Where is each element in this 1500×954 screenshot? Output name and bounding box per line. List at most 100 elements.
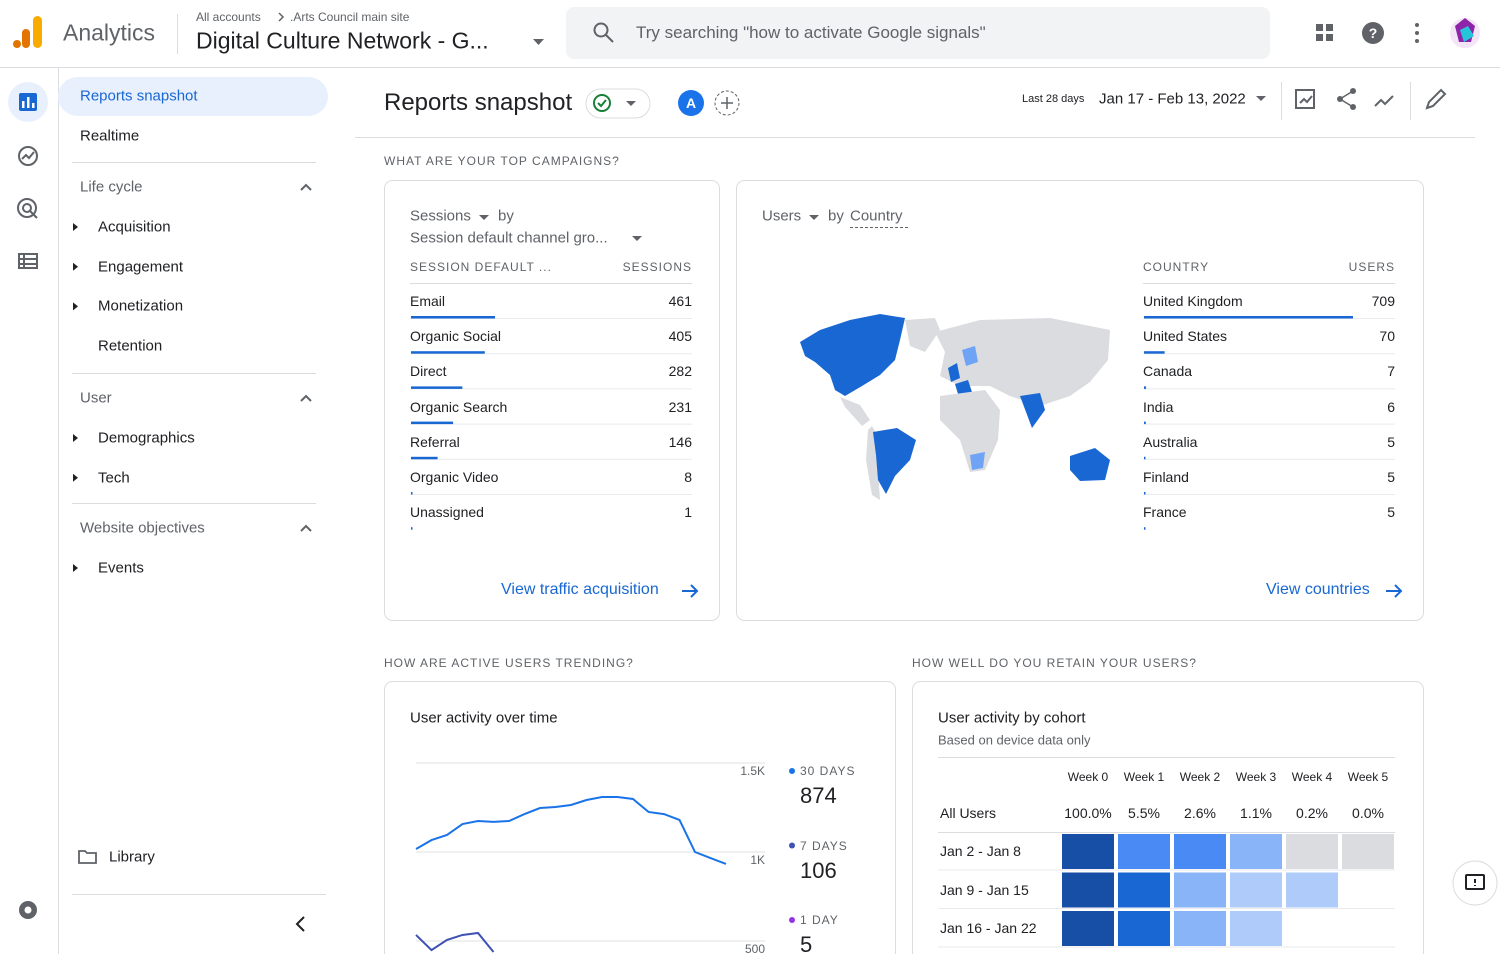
date-range[interactable]: Jan 17 - Feb 13, 2022 — [1099, 90, 1246, 108]
row-label[interactable]: United States — [1143, 328, 1228, 345]
property-name[interactable]: Digital Culture Network - G... — [196, 27, 489, 54]
share-icon[interactable] — [1337, 88, 1356, 110]
card-link[interactable]: View traffic acquisition — [501, 581, 659, 598]
section-heading: WHAT ARE YOUR TOP CAMPAIGNS? — [384, 154, 620, 168]
nav-item[interactable]: Retention — [98, 337, 163, 355]
row-label[interactable]: France — [1143, 504, 1187, 521]
breadcrumb[interactable]: All accounts — [196, 10, 261, 24]
y-tick-label: 1K — [750, 853, 765, 867]
rail-configure-icon[interactable] — [18, 253, 38, 269]
value-bar — [1144, 492, 1146, 495]
row-label[interactable]: India — [1143, 398, 1174, 415]
value-bar — [1144, 456, 1146, 460]
search-icon — [593, 22, 614, 43]
column-header: SESSION DEFAULT ... — [410, 260, 552, 274]
library-icon — [78, 850, 97, 864]
expand-arrow — [73, 473, 78, 482]
comparison-label[interactable]: A — [685, 95, 697, 111]
row-label[interactable]: Canada — [1143, 363, 1193, 380]
nav-section[interactable]: User — [80, 389, 112, 407]
row-label: Jan 9 - Jan 15 — [940, 881, 1029, 898]
rail-explore-icon[interactable] — [18, 146, 38, 166]
row-label[interactable]: Australia — [1143, 433, 1198, 450]
legend-dot — [789, 842, 795, 849]
series-line — [415, 795, 727, 865]
rail-reports-icon[interactable] — [19, 93, 37, 111]
legend-dot — [789, 768, 795, 774]
cohort-total: 0.0% — [1352, 805, 1384, 821]
nav-item[interactable]: Engagement — [98, 258, 184, 276]
row-label[interactable]: Finland — [1143, 469, 1189, 485]
nav-item[interactable]: Monetization — [98, 297, 184, 315]
more-icon[interactable] — [1415, 23, 1419, 43]
card-title: User activity by cohort — [938, 709, 1086, 727]
cohort-cell — [1174, 911, 1226, 946]
legend-value: 106 — [800, 857, 837, 883]
row-label[interactable]: Organic Video — [410, 469, 499, 485]
rail-advertising-icon[interactable] — [17, 198, 38, 219]
dimension-selector[interactable]: Country — [850, 207, 903, 225]
apps-icon[interactable] — [1316, 24, 1333, 41]
cohort-cell — [1286, 834, 1338, 869]
settings-icon[interactable] — [19, 901, 37, 919]
row-label[interactable]: Referral — [410, 433, 460, 450]
search-box[interactable] — [566, 7, 1270, 59]
row-label: All Users — [940, 805, 997, 821]
status-dropdown — [626, 101, 636, 106]
row-value: 1 — [684, 504, 692, 521]
nav-section[interactable]: Website objectives — [80, 519, 205, 537]
legend-label: 30 DAYS — [800, 764, 856, 778]
status-pill[interactable] — [585, 88, 651, 119]
date-dropdown[interactable] — [1256, 96, 1266, 101]
customize-icon[interactable] — [1295, 89, 1315, 109]
add-comparison[interactable] — [714, 90, 740, 116]
row-label[interactable]: Direct — [410, 363, 447, 380]
value-bar — [411, 492, 413, 495]
row-label[interactable]: Email — [410, 293, 446, 309]
dimension-selector[interactable]: Session default channel gro... — [410, 229, 608, 247]
nav-item[interactable]: Events — [98, 559, 144, 577]
nav-item[interactable]: Library — [109, 848, 155, 866]
account-avatar[interactable] — [1450, 18, 1480, 48]
help-icon[interactable]: ? — [1362, 22, 1384, 44]
column-header: Week 1 — [1123, 770, 1165, 784]
metric-selector[interactable]: Users — [762, 207, 802, 225]
card — [736, 180, 1424, 621]
cohort-cell — [1118, 911, 1170, 946]
date-range-label[interactable]: Last 28 days — [1022, 93, 1085, 105]
insights-icon[interactable] — [1374, 95, 1394, 107]
row-label[interactable]: Unassigned — [410, 504, 484, 521]
cohort-total: 2.6% — [1184, 805, 1216, 821]
collapse-button[interactable] — [295, 916, 305, 932]
breadcrumb[interactable]: .Arts Council main site — [290, 10, 410, 24]
nav-item[interactable]: Demographics — [98, 429, 195, 447]
legend-label: 1 DAY — [800, 913, 839, 927]
feedback-button[interactable] — [1452, 860, 1498, 906]
nav-section[interactable]: Life cycle — [80, 178, 143, 196]
cohort-cell — [1118, 872, 1170, 908]
value-bar — [411, 316, 495, 319]
row-label[interactable]: Organic Search — [410, 398, 508, 415]
nav-item[interactable]: Acquisition — [98, 218, 171, 236]
column-header: COUNTRY — [1143, 260, 1210, 274]
section-chevron — [300, 524, 312, 532]
nav-item[interactable]: Realtime — [80, 127, 140, 145]
search-placeholder[interactable]: Try searching "how to activate Google si… — [636, 23, 986, 42]
row-label[interactable]: Organic Social — [410, 328, 502, 345]
card-subtitle: Based on device data only — [938, 732, 1091, 748]
nav-item[interactable]: Reports snapshot — [80, 87, 198, 105]
row-value: 5 — [1387, 433, 1395, 450]
legend-value: 874 — [800, 783, 837, 808]
legend-value: 5 — [800, 932, 813, 954]
row-label[interactable]: United Kingdom — [1143, 293, 1243, 309]
nav-item[interactable]: Tech — [98, 469, 130, 487]
comparison-avatar[interactable] — [678, 90, 704, 116]
card-link[interactable]: View countries — [1266, 581, 1370, 598]
section-chevron — [300, 183, 312, 191]
property-dropdown[interactable] — [533, 39, 544, 45]
edit-icon[interactable] — [1425, 88, 1447, 110]
row-value: 405 — [668, 328, 692, 345]
metric-selector[interactable]: Sessions — [410, 207, 471, 225]
row-value: 5 — [1387, 504, 1395, 521]
